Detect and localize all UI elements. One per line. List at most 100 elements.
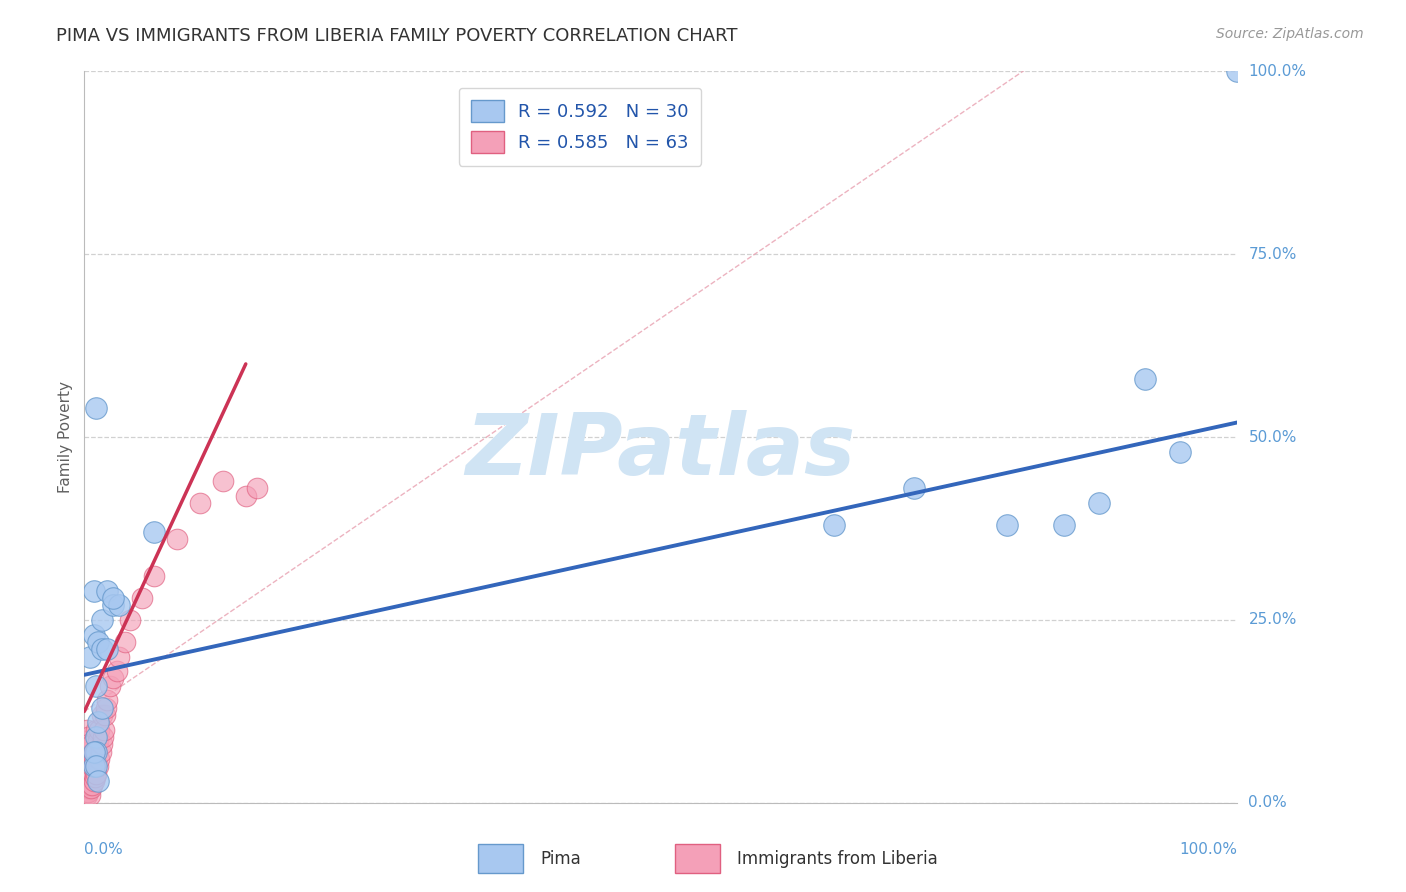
Point — [166, 533, 188, 547]
Point — [903, 481, 925, 495]
Point — [79, 649, 101, 664]
Point — [1226, 64, 1249, 78]
Point — [75, 785, 97, 799]
Point — [89, 745, 111, 759]
Point — [84, 766, 107, 780]
Text: Immigrants from Liberia: Immigrants from Liberia — [737, 849, 938, 868]
Point — [103, 599, 124, 613]
Point — [94, 708, 117, 723]
Point — [77, 752, 100, 766]
Point — [75, 778, 97, 792]
Point — [84, 401, 107, 415]
Point — [87, 773, 110, 788]
Point — [84, 745, 107, 759]
Point — [84, 679, 107, 693]
Point — [114, 635, 136, 649]
Point — [108, 649, 131, 664]
Point — [235, 489, 257, 503]
Text: 100.0%: 100.0% — [1249, 64, 1306, 78]
Point — [823, 517, 845, 532]
Point — [77, 766, 100, 780]
Point — [79, 778, 101, 792]
Point — [87, 759, 110, 773]
Text: ZIPatlas: ZIPatlas — [465, 410, 856, 493]
Point — [75, 752, 97, 766]
Point — [83, 745, 105, 759]
Point — [77, 781, 100, 796]
Point — [105, 664, 128, 678]
Point — [84, 730, 107, 744]
FancyBboxPatch shape — [478, 844, 523, 873]
Point — [84, 723, 107, 737]
Point — [83, 773, 105, 788]
Point — [96, 700, 118, 714]
Point — [103, 591, 124, 605]
Point — [75, 763, 97, 777]
Point — [77, 737, 100, 751]
Y-axis label: Family Poverty: Family Poverty — [58, 381, 73, 493]
Text: Source: ZipAtlas.com: Source: ZipAtlas.com — [1216, 27, 1364, 41]
Point — [79, 748, 101, 763]
Text: 50.0%: 50.0% — [1249, 430, 1296, 444]
Point — [84, 759, 107, 773]
Point — [76, 785, 98, 799]
Point — [211, 474, 233, 488]
Point — [96, 642, 118, 657]
Point — [83, 583, 105, 598]
Text: 0.0%: 0.0% — [84, 842, 124, 856]
Text: Pima: Pima — [540, 849, 581, 868]
Point — [82, 737, 104, 751]
Point — [108, 599, 131, 613]
Point — [246, 481, 269, 495]
Point — [90, 642, 112, 657]
Point — [96, 693, 118, 707]
Point — [87, 635, 110, 649]
Point — [1168, 444, 1191, 458]
Point — [90, 708, 112, 723]
Point — [76, 723, 98, 737]
Point — [87, 715, 110, 730]
Point — [80, 766, 103, 780]
Point — [83, 745, 105, 759]
Point — [75, 770, 97, 784]
Point — [96, 583, 118, 598]
Point — [82, 759, 104, 773]
Point — [1053, 517, 1076, 532]
Point — [76, 745, 98, 759]
Point — [76, 781, 98, 796]
Text: 100.0%: 100.0% — [1180, 842, 1237, 856]
Point — [83, 752, 105, 766]
FancyBboxPatch shape — [675, 844, 720, 873]
Point — [76, 759, 98, 773]
Point — [76, 773, 98, 788]
Point — [76, 730, 98, 744]
Point — [80, 748, 103, 763]
Text: PIMA VS IMMIGRANTS FROM LIBERIA FAMILY POVERTY CORRELATION CHART: PIMA VS IMMIGRANTS FROM LIBERIA FAMILY P… — [56, 27, 738, 45]
Point — [1088, 496, 1111, 510]
Text: 25.0%: 25.0% — [1249, 613, 1296, 627]
Point — [131, 591, 153, 605]
Point — [91, 730, 114, 744]
Point — [90, 737, 112, 751]
Point — [76, 733, 98, 747]
Point — [84, 745, 107, 759]
Point — [76, 745, 98, 759]
Point — [76, 770, 98, 784]
Point — [89, 723, 111, 737]
Point — [93, 723, 115, 737]
Point — [89, 752, 111, 766]
Point — [995, 517, 1018, 532]
Point — [83, 627, 105, 641]
Point — [83, 770, 105, 784]
Point — [1133, 371, 1156, 385]
Point — [83, 759, 105, 773]
Point — [90, 613, 112, 627]
Point — [79, 789, 101, 803]
Point — [142, 525, 165, 540]
Point — [142, 569, 165, 583]
Point — [98, 679, 121, 693]
Point — [76, 759, 98, 773]
Text: 75.0%: 75.0% — [1249, 247, 1296, 261]
Point — [188, 496, 211, 510]
Text: 0.0%: 0.0% — [1249, 796, 1286, 810]
